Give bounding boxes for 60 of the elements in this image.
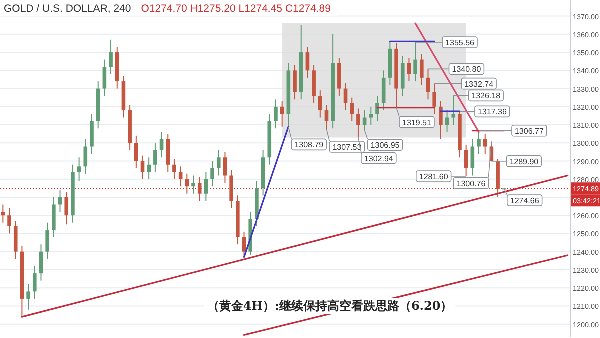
candlestick	[464, 144, 468, 177]
annotation: 1326.18	[472, 92, 502, 101]
candlestick	[293, 64, 297, 100]
annotation: 1302.94	[364, 154, 394, 164]
candlestick	[439, 100, 443, 140]
candlestick	[77, 157, 82, 182]
candlestick	[242, 231, 246, 258]
candlestick	[46, 222, 50, 260]
chart-title: GOLD / U.S. DOLLAR, 240	[4, 3, 132, 15]
candlestick	[210, 160, 214, 188]
candlestick	[102, 59, 107, 97]
annotation: 1306.77	[515, 126, 544, 136]
annotation: 1317.36	[478, 108, 508, 117]
candlestick	[204, 172, 208, 202]
candlestick	[134, 135, 138, 169]
candlestick	[420, 54, 424, 86]
annotation: 1340.80	[452, 65, 482, 74]
candlestick	[432, 83, 436, 115]
candlestick	[350, 97, 354, 122]
annotation: 1289.90	[510, 157, 540, 166]
annotation: 1355.56	[446, 38, 476, 48]
annotation: （黄金4H）:继续保持高空看跌思路（6.20）	[207, 299, 453, 313]
candlestick	[192, 175, 196, 194]
annotation: 1308.79	[294, 140, 324, 150]
candlestick	[216, 150, 221, 176]
candlestick	[369, 106, 374, 126]
candlestick	[178, 166, 183, 188]
annotation: 1274.66	[510, 196, 540, 206]
candlestick	[64, 192, 69, 226]
candlestick	[414, 42, 418, 82]
candlestick	[306, 46, 310, 78]
candlestick	[147, 157, 151, 180]
annotation: 1281.60	[419, 172, 449, 182]
candlestick	[26, 284, 30, 310]
candlestick	[198, 177, 202, 202]
candlestick	[154, 142, 158, 173]
candlestick	[344, 82, 348, 112]
candlestick	[483, 134, 488, 155]
candlestick	[39, 244, 44, 282]
annotation: 1319.51	[402, 118, 432, 128]
candlestick	[426, 68, 430, 100]
annotation: 1300.76	[456, 179, 486, 188]
annotation: 1306.95	[370, 141, 400, 150]
candlestick	[274, 99, 278, 130]
candlestick	[452, 95, 456, 126]
candlestick	[470, 139, 475, 176]
annotation: 1307.53	[332, 142, 362, 152]
candlestick	[223, 152, 228, 184]
candlestick	[376, 96, 380, 122]
candlestick	[32, 266, 37, 300]
candlestick	[477, 130, 481, 155]
candlestick	[160, 132, 164, 158]
candlestick	[172, 158, 176, 180]
candlestick	[84, 139, 88, 174]
chart-subtitle: O1274.70 H1275.20 L1274.45 C1274.89	[141, 3, 332, 15]
candlestick	[407, 57, 412, 82]
candlestick	[8, 208, 12, 234]
candlestick	[318, 90, 322, 118]
candlestick	[109, 39, 113, 75]
annotation: 1332.74	[464, 80, 494, 89]
